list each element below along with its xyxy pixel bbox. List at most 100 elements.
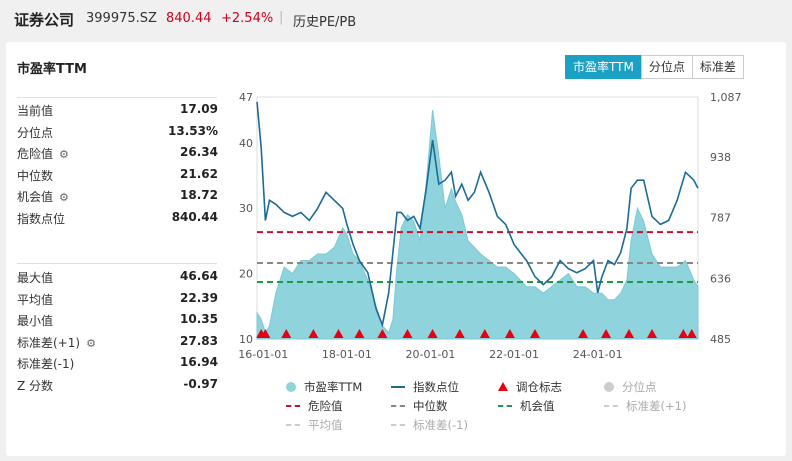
stat-label-text: 最小值: [17, 314, 54, 328]
stat-row: 指数点位 840.44: [17, 207, 218, 229]
index-change: +2.54%: [221, 11, 274, 26]
gear-icon[interactable]: ⚙: [86, 336, 96, 350]
legend-median[interactable]: 中位数: [391, 398, 448, 414]
y-right-tick-label: 787: [710, 212, 731, 225]
stat-row: 最小值 10.35: [17, 309, 218, 331]
legend-mean-label: 平均值: [308, 418, 343, 432]
y-left-tick-label: 47: [239, 91, 253, 104]
y-left-tick-label: 30: [239, 202, 253, 215]
stat-value: 840.44: [171, 209, 218, 224]
pe-area-series: [256, 110, 699, 340]
legend-rebalance[interactable]: 调仓标志: [498, 379, 562, 395]
legend-mean-swatch: [286, 424, 300, 426]
legend-mean[interactable]: 平均值: [286, 417, 343, 433]
stat-value: 46.64: [180, 269, 218, 283]
rebalance-marker: [678, 329, 689, 338]
legend-danger-label: 危险值: [308, 399, 343, 413]
stat-label: 当前值: [17, 102, 53, 119]
header: 证券公司 399975.SZ 840.44 +2.54% | 历史PE/PB: [0, 0, 792, 38]
y-left-tick-label: 10: [239, 333, 253, 346]
legend-pe-label: 市盈率TTM: [304, 380, 363, 394]
history-pe-pb-link[interactable]: 历史PE/PB: [293, 15, 357, 30]
tab-std-dev[interactable]: 标准差: [691, 55, 744, 79]
stats-top: 当前值 17.09 分位点 13.53% 危险值 ⚙ 26.34 中位数 21.62 机会值 ⚙ 18…: [17, 99, 218, 229]
stat-label: Z 分数: [17, 377, 53, 394]
legend-index-swatch: [391, 386, 405, 388]
stat-label: 指数点位: [17, 210, 65, 227]
x-tick-label: 22-01-01: [489, 348, 539, 361]
stat-row: 最大值 46.64: [17, 266, 218, 288]
x-tick-label: 16-01-01: [238, 348, 288, 361]
stat-label-text: 中位数: [17, 168, 54, 183]
stat-value: 22.39: [180, 290, 218, 305]
legend-danger-swatch: [286, 405, 300, 407]
legend-percentile[interactable]: 分位点: [604, 379, 657, 395]
x-tick-label: 24-01-01: [573, 348, 623, 361]
card-title: 市盈率TTM: [17, 62, 87, 77]
legend-index-label: 指数点位: [413, 380, 459, 394]
gear-icon[interactable]: ⚙: [59, 148, 69, 161]
stat-label-text: 平均值: [17, 292, 54, 307]
header-divider: |: [279, 10, 284, 25]
gear-icon[interactable]: ⚙: [59, 191, 69, 204]
legend-opportunity-label: 机会值: [520, 399, 555, 413]
stat-value: 18.72: [180, 188, 218, 202]
legend-pe-swatch: [286, 382, 296, 392]
legend-std-minus[interactable]: 标准差(-1): [391, 417, 468, 433]
stat-label: 最大值: [17, 269, 53, 286]
rebalance-marker: [504, 329, 515, 338]
stat-row: 分位点 13.53%: [17, 121, 218, 143]
stat-label-text: 当前值: [17, 104, 54, 118]
stat-label: 标准差(-1): [17, 355, 74, 372]
rebalance-marker: [260, 329, 271, 338]
stat-label: 标准差(+1) ⚙: [17, 334, 96, 351]
y-left-tick-label: 40: [239, 137, 253, 150]
legend-index[interactable]: 指数点位: [391, 379, 459, 395]
index-name: 证券公司: [14, 11, 75, 29]
legend-opportunity[interactable]: 机会值: [498, 398, 555, 414]
legend-std-plus-swatch: [604, 405, 618, 407]
stat-value: -0.97: [183, 376, 218, 391]
stat-label-text: 标准差(+1): [17, 335, 81, 350]
rebalance-marker: [647, 329, 658, 338]
legend-std-plus[interactable]: 标准差(+1): [604, 398, 686, 414]
x-tick-label: 18-01-01: [322, 348, 372, 361]
index-code: 399975.SZ: [86, 11, 157, 26]
rebalance-marker: [377, 329, 388, 338]
y-right-tick-label: 485: [710, 333, 731, 346]
stat-value: 10.35: [180, 312, 218, 326]
legend-danger[interactable]: 危险值: [286, 398, 343, 414]
legend-percentile-label: 分位点: [622, 380, 657, 394]
stat-value: 27.83: [180, 333, 218, 348]
stat-value: 26.34: [180, 145, 218, 159]
rebalance-marker: [529, 329, 540, 338]
rebalance-marker: [427, 329, 438, 338]
stat-label-text: 指数点位: [17, 211, 66, 226]
rebalance-marker: [333, 329, 344, 338]
stat-value: 16.94: [180, 355, 218, 369]
stat-label: 分位点: [17, 124, 53, 141]
rebalance-marker: [624, 329, 635, 338]
stat-row: 标准差(+1) ⚙ 27.83: [17, 331, 218, 353]
y-right-tick-label: 938: [710, 151, 731, 164]
x-tick-label: 20-01-01: [406, 348, 456, 361]
legend-std-plus-label: 标准差(+1): [626, 399, 687, 413]
stat-label: 平均值: [17, 291, 53, 308]
y-right-tick-label: 636: [710, 272, 731, 285]
stat-label-text: Z 分数: [17, 378, 54, 393]
legend-pe[interactable]: 市盈率TTM: [286, 379, 362, 395]
index-line-series: [256, 101, 699, 328]
stat-row: 中位数 21.62: [17, 164, 218, 186]
y-right-tick-label: 1,087: [710, 91, 742, 104]
rebalance-marker: [601, 329, 612, 338]
legend-std-minus-swatch: [391, 424, 405, 426]
stat-row: 平均值 22.39: [17, 288, 218, 310]
legend-percentile-swatch: [604, 382, 614, 392]
rebalance-marker: [354, 329, 365, 338]
stat-label-text: 最大值: [17, 271, 54, 285]
legend-median-swatch: [391, 405, 405, 407]
triangle-icon: [498, 382, 508, 391]
rebalance-marker: [578, 329, 589, 338]
stat-value: 21.62: [180, 166, 218, 181]
rebalance-marker: [479, 329, 490, 338]
